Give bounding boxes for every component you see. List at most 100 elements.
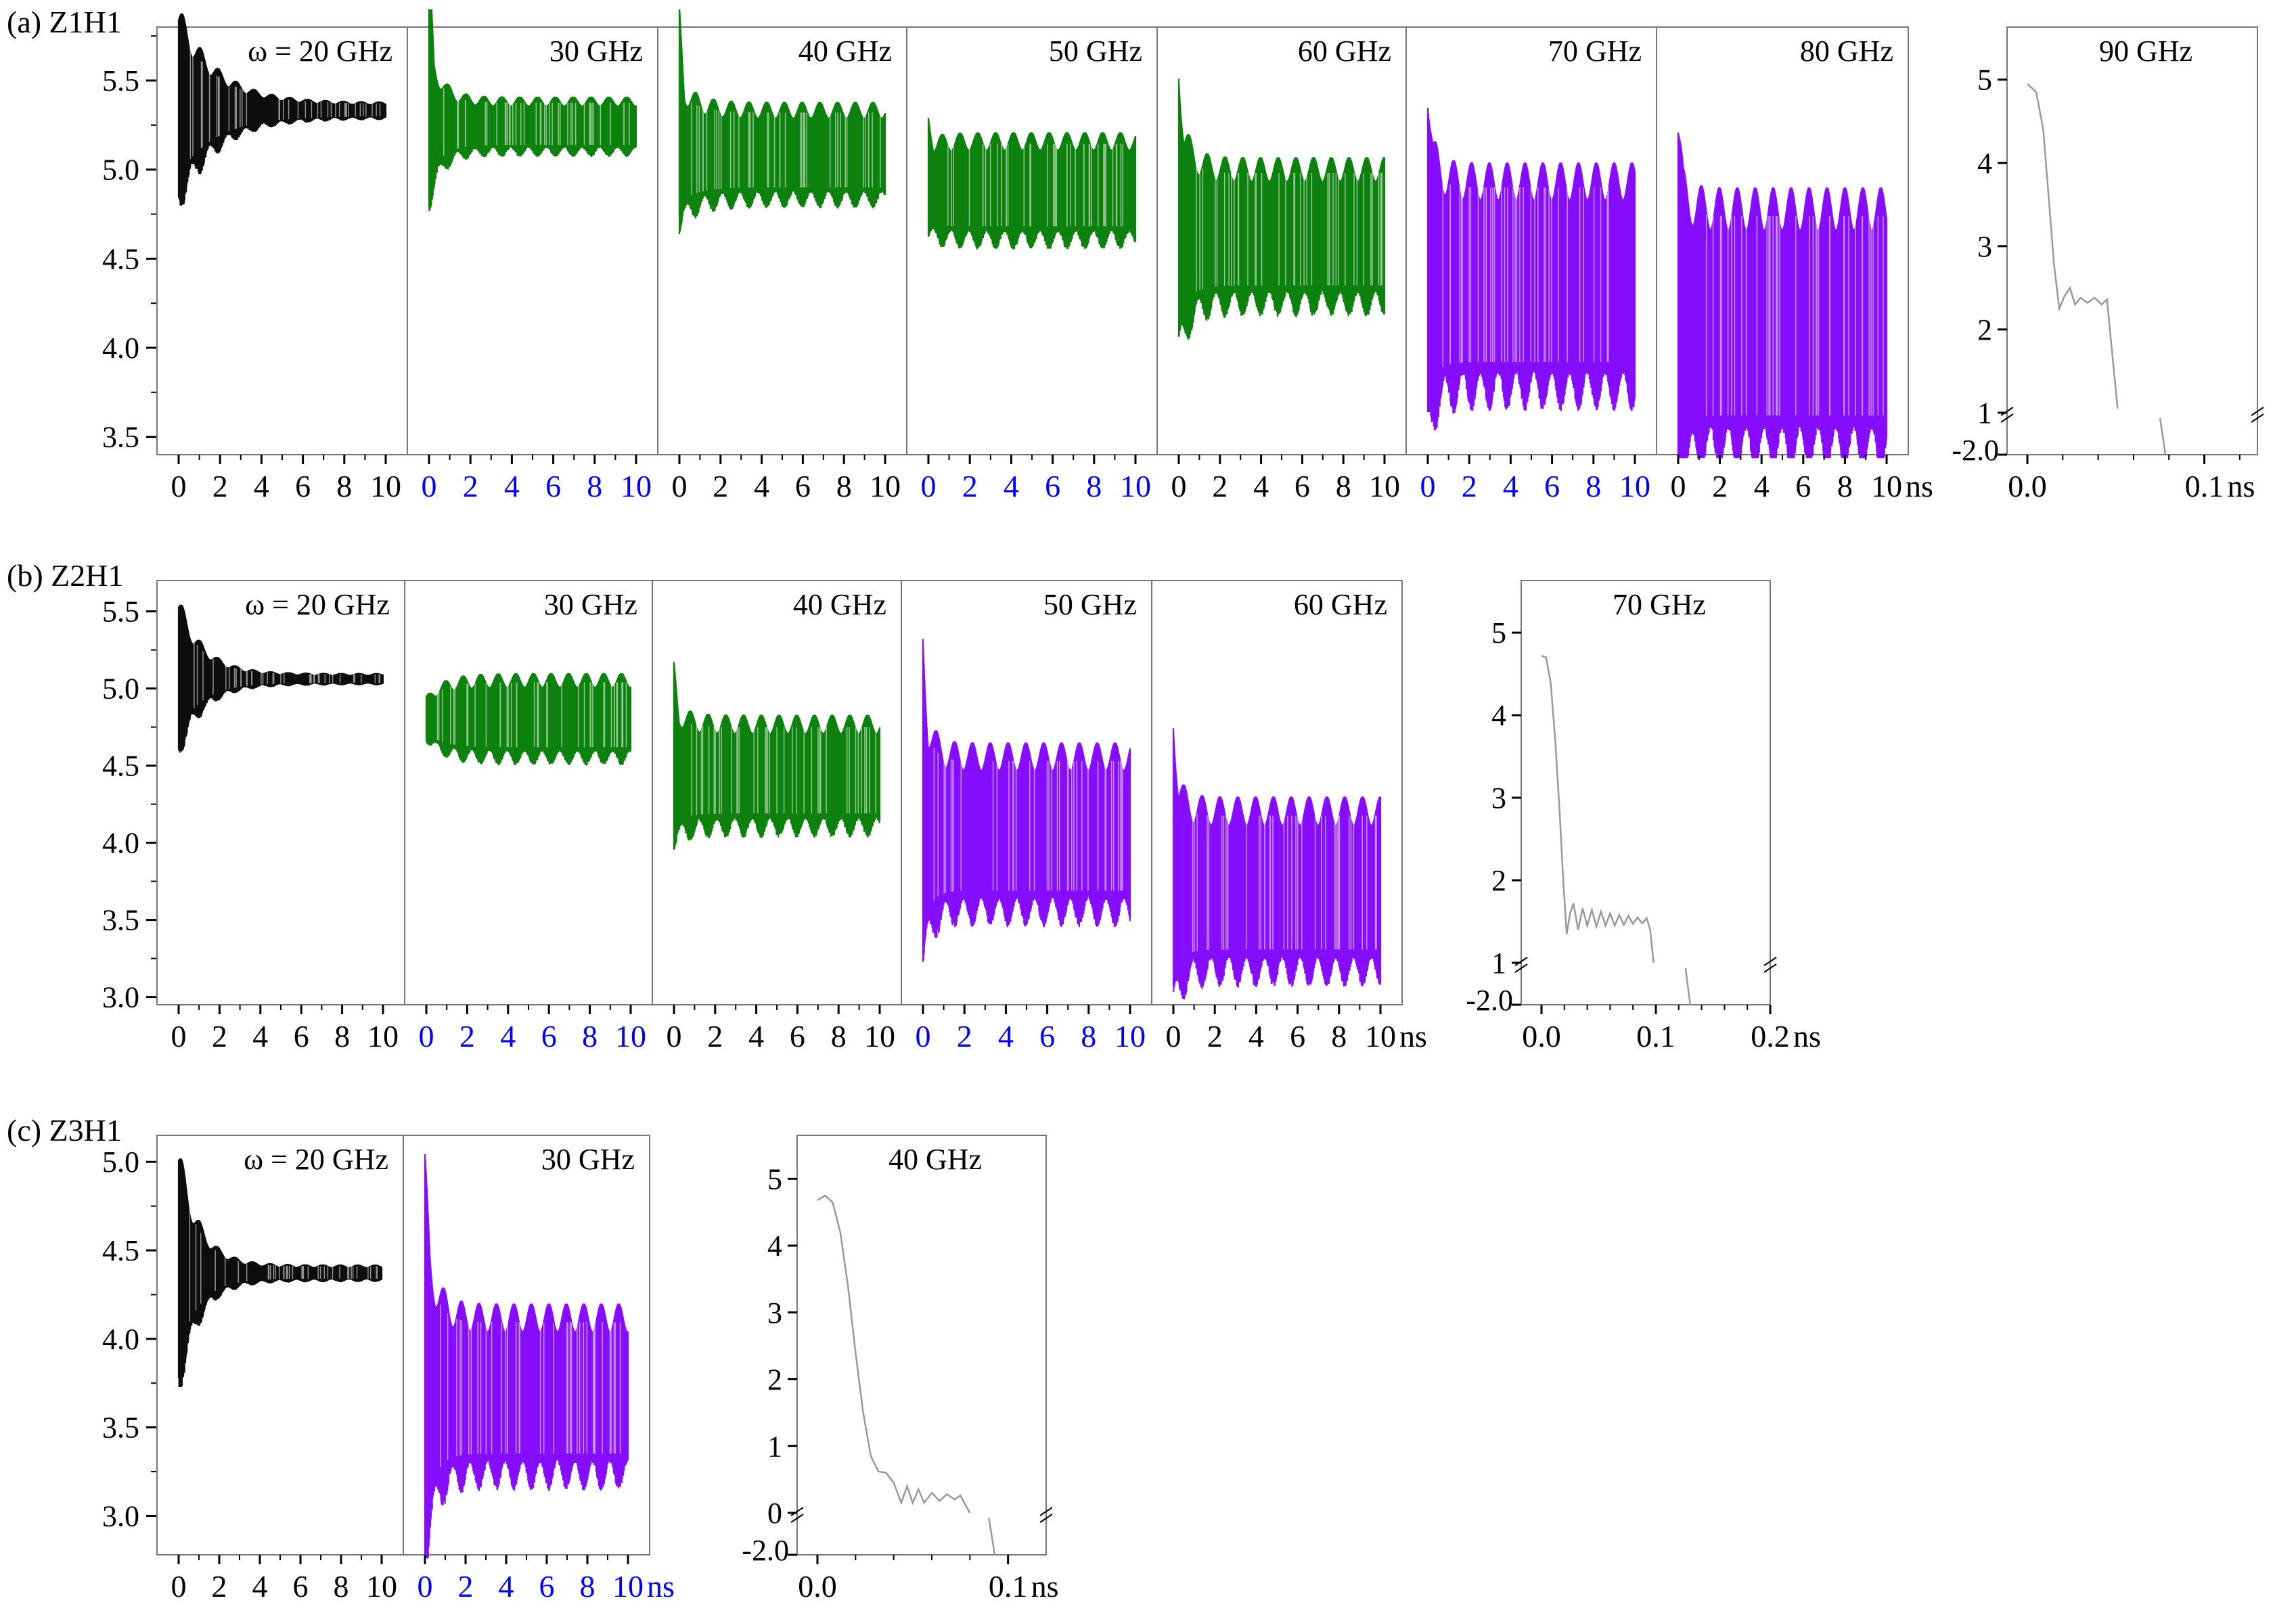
inset-y-tick-label: 1 <box>767 1430 782 1463</box>
x-tick-label: 4 <box>500 1019 516 1053</box>
x-tick-label: 0 <box>171 1019 187 1053</box>
inset-frame <box>1521 580 1771 1005</box>
inset-y-tick-label: 4 <box>1977 147 1992 180</box>
x-tick-label: 10 <box>1120 469 1151 503</box>
x-tick-label: 6 <box>539 1569 555 1604</box>
inset-title: 90 GHz <box>2099 35 2192 68</box>
panel-title: 50 GHz <box>1043 588 1137 621</box>
x-tick-label: 10 <box>615 1019 646 1053</box>
x-tick-label: 2 <box>707 1019 723 1053</box>
x-tick-label: 6 <box>1795 469 1811 503</box>
y-tick-label: 5.5 <box>102 595 139 629</box>
x-tick-label: 8 <box>587 469 602 503</box>
x-tick-label: 2 <box>1212 469 1228 503</box>
x-tick-label: 8 <box>1336 469 1351 503</box>
panel-title: 60 GHz <box>1298 35 1391 68</box>
y-tick-label: 5.5 <box>102 64 139 97</box>
x-tick-label: 8 <box>1585 469 1601 503</box>
x-tick-label: 0 <box>418 1569 433 1604</box>
y-tick-label: 4.0 <box>102 827 139 860</box>
x-tick-label: 4 <box>1503 469 1518 503</box>
x-tick-label: 0 <box>921 469 937 503</box>
panel-title: ω = 20 GHz <box>248 35 392 68</box>
x-tick-label: 4 <box>1004 469 1019 503</box>
signal-trace <box>428 9 637 212</box>
x-tick-label: 2 <box>212 1569 227 1604</box>
x-tick-label: 0 <box>422 469 437 503</box>
axis-break <box>1514 957 1528 966</box>
x-tick-label: 6 <box>1295 469 1310 503</box>
panel-frame <box>156 1135 404 1555</box>
panel <box>156 1135 404 1564</box>
panel-title: 30 GHz <box>541 1143 635 1176</box>
inset-y-tick-label: 5 <box>1977 64 1992 97</box>
x-tick-label: 10 <box>870 469 901 503</box>
x-tick-label: 2 <box>713 469 728 503</box>
x-tick-label: 0 <box>171 1569 187 1604</box>
x-tick-label: 4 <box>252 1569 268 1604</box>
signal-trace <box>424 1154 629 1559</box>
panel-frame <box>404 580 653 1005</box>
y-tick-label: 3.0 <box>102 1499 139 1532</box>
x-tick-label: 6 <box>1544 469 1560 503</box>
x-tick-label: 2 <box>212 469 228 503</box>
x-tick-label: 4 <box>998 1019 1014 1053</box>
x-tick-label: 10 <box>1365 1019 1396 1053</box>
inset-curve-tail <box>1684 968 1691 1005</box>
signal-highlight <box>691 724 876 816</box>
panel <box>1405 26 1657 464</box>
panel <box>156 13 408 464</box>
panel-title: 40 GHz <box>798 35 892 68</box>
axis-break <box>1039 1507 1053 1516</box>
y-tick-label: 4.0 <box>102 1323 139 1356</box>
signal-highlight <box>1705 214 1884 417</box>
inset-y-tick-label: 4 <box>767 1229 782 1263</box>
signal-highlight <box>1192 812 1377 953</box>
x-tick-label: 0 <box>1420 469 1436 503</box>
x-tick-label: 10 <box>1619 469 1650 503</box>
panel <box>403 1135 650 1564</box>
x-tick-label: 8 <box>1086 469 1102 503</box>
signal-highlight <box>691 102 881 196</box>
x-tick-label: 6 <box>295 469 311 503</box>
panel <box>1656 26 1909 464</box>
signal-trace <box>927 117 1137 250</box>
x-tick-label: 10 <box>1369 469 1400 503</box>
signal-highlight <box>189 1208 378 1322</box>
inset-y-tick-label: 5 <box>767 1162 782 1196</box>
x-tick-label: 4 <box>1248 1019 1264 1053</box>
x-tick-label: 0 <box>672 469 688 503</box>
inset-panel <box>788 1135 1053 1564</box>
panel-title: 80 GHz <box>1800 35 1893 68</box>
signal-trace <box>425 673 632 766</box>
x-tick-label: 8 <box>582 1019 598 1053</box>
axis-break <box>1763 963 1777 973</box>
y-tick-label: 3.5 <box>102 1411 139 1445</box>
x-tick-label: 10 <box>367 1019 399 1053</box>
x-unit-label: ns <box>647 1569 675 1604</box>
signal-highlight <box>440 1304 621 1467</box>
signal-highlight <box>436 682 627 748</box>
signal-highlight <box>189 46 381 160</box>
x-tick-label: 6 <box>795 469 811 503</box>
axis-break <box>2000 413 2014 423</box>
axis-break <box>790 1507 804 1516</box>
inset-y-tick-label: 1 <box>1977 396 1992 430</box>
y-tick-label: 5.0 <box>102 1145 139 1179</box>
x-tick-label: 10 <box>366 1569 397 1604</box>
x-tick-label: 6 <box>545 469 561 503</box>
panel-title: 50 GHz <box>1049 35 1142 68</box>
y-tick-label: 5.0 <box>102 673 139 706</box>
inset-x-unit-label: ns <box>1031 1569 1059 1604</box>
inset-y-break-label: -2.0 <box>1466 984 1513 1017</box>
x-unit-label: ns <box>1906 469 1933 503</box>
x-tick-label: 4 <box>748 1019 764 1053</box>
panel-title: 30 GHz <box>549 35 643 68</box>
inset-y-tick-label: 4 <box>1491 699 1506 732</box>
inset-panel <box>1512 580 1777 1014</box>
x-tick-label: 10 <box>1115 1019 1146 1053</box>
panel-title: 60 GHz <box>1294 588 1387 621</box>
x-tick-label: 10 <box>370 469 401 503</box>
x-tick-label: 2 <box>463 469 478 503</box>
inset-curve <box>2027 83 2119 409</box>
